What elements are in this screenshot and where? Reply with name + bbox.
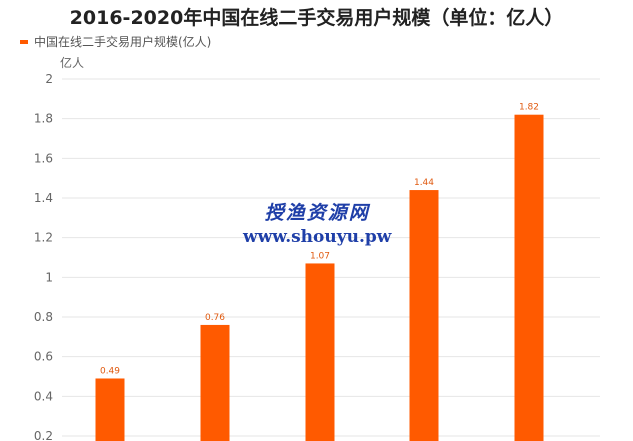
bar: [200, 324, 230, 441]
chart-title: 2016-2020年中国在线二手交易用户规模（单位：亿人）: [69, 7, 564, 29]
watermark-title: 授渔资源网: [264, 202, 370, 224]
bar: [305, 263, 335, 441]
y-tick-label: 0.8: [34, 310, 53, 324]
y-tick-label: 1: [45, 270, 53, 284]
data-labels: 0.49 0.76 1.07 1.44 1.82: [100, 103, 539, 377]
bars: [95, 114, 544, 441]
y-tick-label: 1.2: [34, 231, 53, 245]
y-tick-label: 0.6: [34, 350, 53, 364]
data-label: 0.76: [205, 313, 225, 323]
y-axis-ticks: 0.2 0.4 0.6 0.8 1 1.2 1.4 1.6 1.8 2: [34, 72, 53, 441]
legend: 中国在线二手交易用户规模(亿人): [20, 33, 211, 50]
data-label: 1.82: [519, 103, 539, 113]
y-tick-label: 1.8: [34, 112, 53, 126]
bar: [95, 378, 125, 441]
y-axis-label: 亿人: [60, 56, 85, 70]
y-tick-label: 1.4: [34, 191, 53, 205]
y-tick-label: 0.2: [34, 429, 53, 441]
legend-swatch: [20, 39, 28, 44]
y-tick-label: 2: [45, 72, 53, 86]
y-tick-label: 0.4: [34, 389, 53, 403]
data-label: 1.44: [414, 178, 434, 188]
data-label: 0.49: [100, 366, 120, 376]
bar: [514, 114, 544, 441]
bar: [409, 190, 439, 441]
y-tick-label: 1.6: [34, 151, 53, 165]
watermark-url: www.shouyu.pw: [243, 227, 392, 247]
legend-label: 中国在线二手交易用户规模(亿人): [34, 35, 212, 49]
data-label: 1.07: [310, 251, 330, 261]
watermark: 授渔资源网 www.shouyu.pw: [243, 198, 391, 247]
